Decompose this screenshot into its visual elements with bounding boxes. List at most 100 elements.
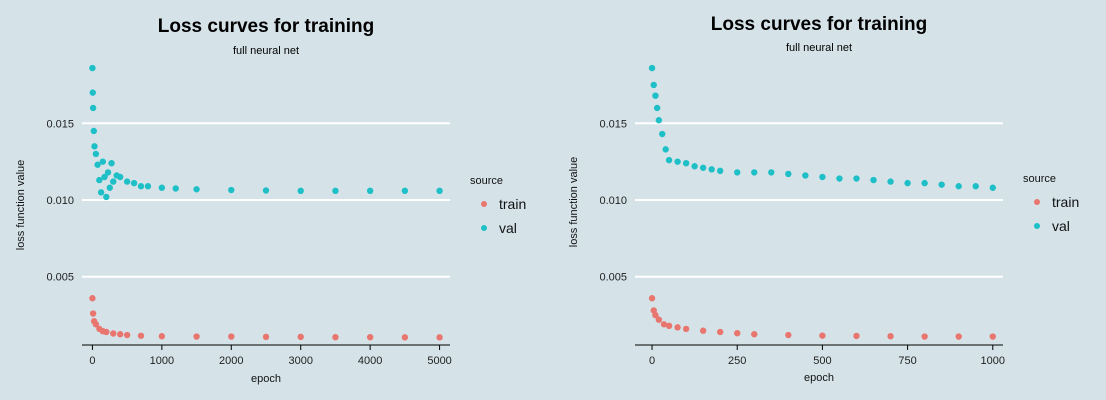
point-train — [89, 310, 97, 317]
x-tick-label: 0 — [89, 355, 95, 367]
point-train — [785, 331, 792, 339]
point-val — [972, 183, 979, 190]
x-tick-label: 2000 — [219, 355, 243, 367]
y-tick-label: 0.010 — [46, 195, 74, 207]
point-val — [123, 178, 131, 185]
point-val — [904, 179, 911, 187]
point-train — [921, 333, 928, 340]
point-train — [103, 328, 110, 336]
chart-panel-left: 0.005 0.010 0.015 0 1000 2000 3000 4000 5000 Los… — [15, 16, 527, 385]
legend-label-train: train — [1052, 194, 1079, 210]
point-train — [682, 325, 690, 333]
point-val — [228, 186, 235, 194]
point-val — [648, 64, 656, 72]
y-tick-label: 0.010 — [599, 195, 627, 207]
point-train — [674, 324, 681, 331]
chart-panel-right: 0.005 0.010 0.015 0 250 500 750 1000 Loss curve… — [553, 0, 1106, 400]
point-val — [158, 184, 166, 191]
point-val — [955, 183, 962, 190]
point-train — [660, 321, 668, 328]
point-val — [332, 187, 339, 195]
point-val — [89, 64, 96, 72]
legend-label-train: train — [499, 196, 526, 212]
point-val — [716, 167, 724, 175]
chart-subtitle: full neural net — [786, 42, 852, 54]
point-val — [653, 104, 661, 112]
point-val — [172, 185, 179, 192]
legend-label-val: val — [499, 220, 517, 236]
legend-label-val: val — [1052, 218, 1070, 234]
point-train — [955, 333, 962, 340]
point-train — [366, 333, 374, 341]
legend-swatch-train — [481, 201, 487, 207]
point-val — [682, 159, 690, 167]
point-val — [691, 163, 698, 170]
point-val — [106, 184, 113, 191]
point-val — [101, 173, 108, 181]
point-val — [989, 184, 996, 191]
plot-area: 0.005 0.010 0.015 0 250 500 750 1000 — [599, 64, 1005, 367]
point-val — [674, 158, 681, 165]
point-val — [665, 156, 673, 164]
x-tick-label: 250 — [728, 355, 746, 367]
legend-swatch-val — [1034, 223, 1040, 229]
point-val — [401, 187, 409, 195]
point-val — [819, 173, 826, 181]
point-val — [652, 92, 659, 99]
point-val — [110, 178, 117, 185]
y-axis-title: loss function value — [15, 160, 27, 251]
point-val — [659, 130, 666, 138]
point-val — [92, 150, 100, 158]
x-axis-title: epoch — [804, 372, 834, 384]
loss-chart-full-range: 0.005 0.010 0.015 0 1000 2000 3000 4000 5000 Los… — [15, 16, 526, 385]
point-val — [90, 127, 98, 135]
y-axis-title: loss function value — [568, 157, 580, 248]
point-val — [97, 189, 105, 196]
point-val — [89, 104, 97, 112]
point-val — [836, 175, 843, 182]
x-tick-label: 3000 — [288, 355, 312, 367]
y-tick-label: 0.005 — [46, 272, 74, 284]
chart-title: Loss curves for training — [711, 14, 927, 35]
point-train — [716, 328, 724, 336]
point-train — [262, 333, 270, 341]
point-val — [650, 81, 657, 89]
point-train — [665, 322, 673, 330]
point-train — [734, 329, 741, 337]
point-train — [137, 332, 145, 339]
point-val — [655, 117, 663, 124]
point-val — [734, 169, 741, 176]
x-tick-label: 500 — [813, 355, 831, 367]
point-val — [137, 183, 145, 190]
point-val — [116, 173, 124, 181]
point-train — [158, 333, 166, 340]
plot-area: 0.005 0.010 0.015 0 1000 2000 3000 4000 5000 — [46, 64, 452, 367]
point-val — [436, 187, 443, 195]
point-train — [819, 332, 826, 339]
x-tick-label: 750 — [898, 355, 916, 367]
point-train — [228, 333, 235, 340]
point-val — [751, 169, 758, 176]
point-train — [655, 316, 663, 323]
legend-swatch-train — [1034, 199, 1040, 205]
legend: source train val — [470, 175, 526, 236]
point-train — [332, 333, 339, 341]
point-train — [436, 334, 443, 341]
x-tick-label: 1000 — [150, 355, 174, 367]
point-val — [708, 166, 715, 173]
point-val — [103, 193, 110, 201]
point-val — [853, 175, 860, 182]
point-val — [887, 178, 894, 185]
point-train — [123, 331, 131, 339]
y-tick-label: 0.015 — [46, 118, 74, 130]
point-val — [802, 172, 809, 179]
point-val — [768, 169, 775, 176]
point-train — [116, 331, 124, 338]
x-axis-title: epoch — [251, 373, 281, 385]
point-val — [366, 187, 374, 195]
point-val — [89, 89, 96, 96]
point-train — [751, 331, 758, 338]
point-train — [699, 327, 707, 334]
x-tick-label: 5000 — [427, 355, 451, 367]
point-val — [96, 176, 103, 184]
